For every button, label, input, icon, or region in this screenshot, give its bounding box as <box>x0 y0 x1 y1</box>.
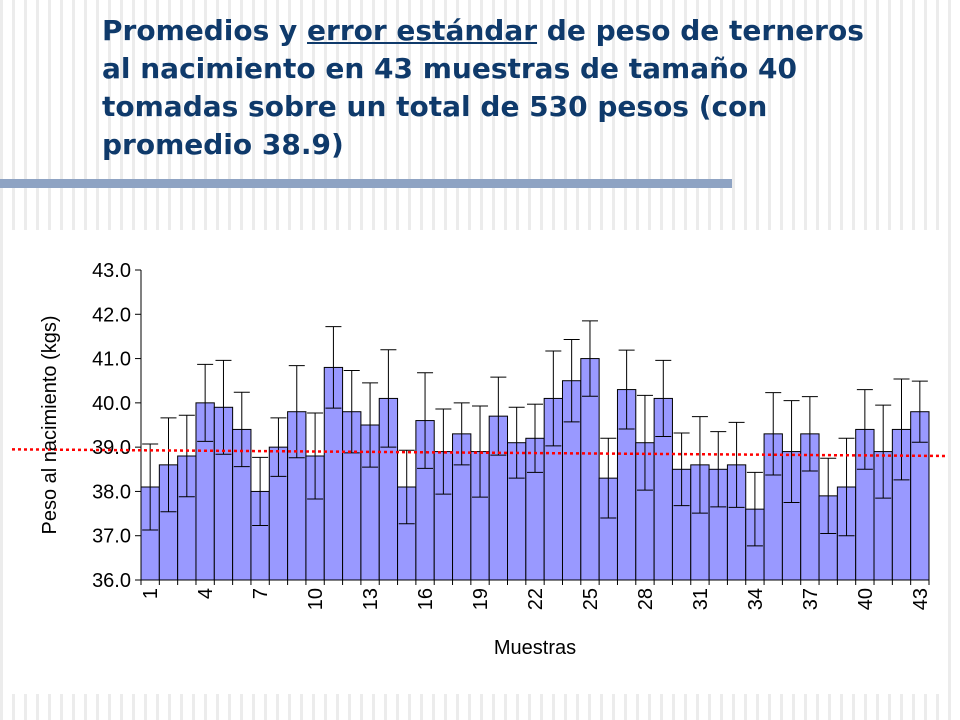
y-tick-label: 42.0 <box>92 304 131 326</box>
error-bar <box>307 412 324 500</box>
x-tick-label: 28 <box>635 588 657 610</box>
x-tick-label: 16 <box>415 588 437 610</box>
error-bar <box>362 382 379 468</box>
x-tick-label: 1 <box>140 588 162 599</box>
x-tick-label: 10 <box>305 588 327 610</box>
title-text-part1: Promedios y <box>102 14 308 47</box>
error-bar <box>197 363 214 442</box>
x-tick-label: 25 <box>580 588 602 610</box>
x-ticks-group: 1 4 7 10 13 16 19 22 25 28 31 34 37 40 43 <box>140 580 932 610</box>
error-bar <box>545 350 562 447</box>
error-bar <box>252 456 269 527</box>
mean-line <box>12 448 948 458</box>
error-bar <box>270 417 287 477</box>
error-bar <box>765 392 782 476</box>
y-tick-label: 39.0 <box>92 437 131 459</box>
error-bar <box>618 349 635 430</box>
error-bar <box>673 432 690 507</box>
error-bar <box>417 372 434 469</box>
error-bar <box>911 380 928 443</box>
x-tick-label: 7 <box>250 588 272 599</box>
error-bar <box>820 457 837 534</box>
y-tick-label: 41.0 <box>92 349 131 371</box>
x-tick-label: 31 <box>690 588 712 610</box>
error-bar <box>691 416 708 514</box>
error-bar <box>142 443 159 531</box>
error-bar <box>783 400 800 503</box>
y-tick-label: 43.0 <box>92 260 131 282</box>
error-bar <box>875 404 892 499</box>
x-tick-label: 37 <box>800 588 822 610</box>
error-bar <box>398 449 415 525</box>
error-bar <box>728 421 745 508</box>
error-bar <box>233 391 250 468</box>
y-axis-label: Peso al nacimiento (kgs) <box>39 316 61 535</box>
chart-area: 36.0 37.0 38.0 39.0 40.0 41.0 42.0 43.0 1 4 7 10 13… <box>12 230 948 694</box>
error-bar <box>710 431 727 508</box>
title-underline-rule <box>0 179 732 188</box>
x-tick-label: 4 <box>195 588 217 599</box>
slide-title: Promedios y error estándar de peso de te… <box>102 12 902 164</box>
y-tick-label: 40.0 <box>92 393 131 415</box>
error-bar <box>215 359 232 455</box>
error-bar <box>527 403 543 473</box>
y-tick-label: 37.0 <box>92 526 131 548</box>
bars-group <box>140 358 930 581</box>
y-tick-label: 38.0 <box>92 481 131 503</box>
error-bar <box>435 408 452 495</box>
error-bar <box>508 406 525 479</box>
error-bar <box>325 326 342 409</box>
error-bar <box>453 402 470 466</box>
y-ticks-group: 36.0 37.0 38.0 39.0 40.0 41.0 42.0 43.0 <box>92 260 141 592</box>
error-bar <box>746 471 763 547</box>
title-text-part2: de peso de terneros al nacimiento en 43 … <box>102 14 864 161</box>
error-bar <box>655 359 672 438</box>
x-tick-label: 43 <box>910 588 932 610</box>
error-bar <box>636 394 653 491</box>
error-bar <box>490 376 507 456</box>
x-axis-label: Muestras <box>494 637 576 659</box>
error-bar <box>600 437 617 519</box>
error-bar <box>563 339 580 423</box>
x-tick-label: 19 <box>470 588 492 610</box>
error-bar <box>893 378 910 481</box>
error-bar <box>343 370 360 454</box>
x-tick-label: 34 <box>745 588 767 610</box>
error-bar <box>581 320 598 397</box>
error-bar <box>178 414 195 498</box>
error-bar <box>801 396 818 472</box>
x-tick-label: 13 <box>360 588 382 610</box>
x-tick-label: 22 <box>525 588 547 610</box>
error-bar <box>160 417 177 513</box>
x-tick-label: 40 <box>855 588 877 610</box>
error-bar <box>288 365 305 459</box>
error-bar <box>380 349 397 448</box>
title-link-error-estandar[interactable]: error estándar <box>307 14 538 47</box>
y-tick-label: 36.0 <box>92 570 131 592</box>
bar-chart: 36.0 37.0 38.0 39.0 40.0 41.0 42.0 43.0 1 4 7 10 13… <box>12 260 948 659</box>
